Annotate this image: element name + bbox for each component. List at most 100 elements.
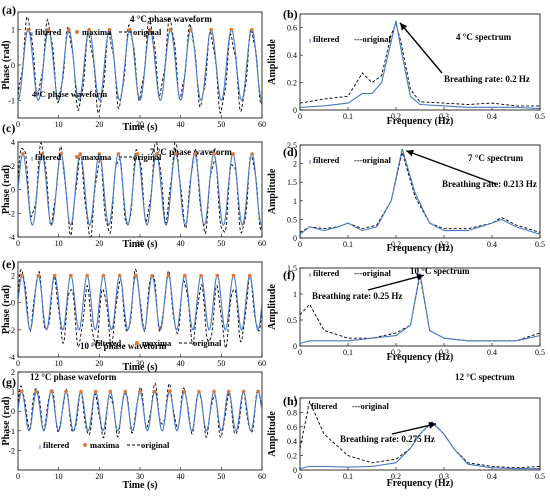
peak-arrow [405,150,497,185]
maxima-point [19,389,24,394]
x-tick-label: 0 [16,359,20,368]
x-tick-label: 0 [16,472,20,481]
panel-letter: (a) [2,3,16,17]
y-tick-label: 0.4 [287,51,297,60]
panel-title: 10 °C phase waveform [80,341,167,351]
panel-title: 7 °C spectrum [468,153,524,163]
legend-original-text: original [363,155,392,165]
y-tick-label: 0 [11,61,15,70]
legend-maxima-label: maxima [82,27,112,37]
filtered-series-line [300,421,540,470]
x-tick-label: 0.2 [391,112,401,121]
maxima-point [64,389,68,394]
x-tick-label: 0.5 [535,472,545,481]
y-tick-label: 2 [11,272,15,281]
x-tick-label: 30 [136,359,144,368]
maxima-point [226,389,231,394]
chart-panel-a: 0 10 20 30 40 50 60 -1 0 1 Time (s) Phase (rad) (a) 4… [1,3,266,133]
y-tick-label: 0.2 [287,452,297,461]
maxima-point [189,27,193,32]
y-tick-label: 1 [293,290,297,299]
x-tick-label: 50 [217,359,225,368]
legend-original-label: ---original [352,401,389,411]
legend-filtered-label: filtered [43,440,70,450]
breathing-rate-annotation: Breathing rate: 0.275 Hz [340,434,435,444]
y-tick-label: 2 [11,368,15,377]
y-tick-label: -2 [8,446,15,455]
maxima-point [93,389,98,394]
maxima-point [182,273,187,278]
legend-original-label: original [193,338,222,348]
y-tick-label: -2 [8,326,15,335]
original-series-line [18,268,262,349]
maxima-point [199,273,203,278]
x-tick-label: 40 [177,239,185,248]
x-tick-label: 0.4 [487,348,497,357]
x-tick-label: 10 [55,472,63,481]
plot-frame [299,397,541,471]
x-tick-label: 0.5 [535,240,545,249]
legend-filtered-label: filtered [313,268,340,278]
x-tick-label: 20 [95,120,103,129]
maxima-point [182,389,187,394]
x-tick-label: 0 [16,120,20,129]
x-axis-label: Time (s) [122,239,157,250]
y-tick-label: 1.5 [287,264,297,273]
chart-panel-h: 0 0.1 0.2 0.3 0.4 0.5 0 0.2 0.4 0.6 0.8 1 Frequency … [267,372,545,489]
maxima-point [78,152,83,156]
x-tick-label: 50 [217,472,225,481]
maxima-point [26,27,30,32]
maxima-point [107,27,112,32]
y-tick-label: 1 [11,26,15,35]
maxima-point [116,152,121,156]
x-tick-label: 0.1 [343,348,353,357]
y-tick-label: 0 [293,234,297,243]
panel-title: 4 °C phase waveform [130,14,212,24]
y-tick-label: 2 [293,160,297,169]
y-axis-label: Amplitude [267,284,278,330]
x-tick-label: 40 [177,472,185,481]
y-axis-label: Phase (rad) [1,396,12,445]
x-tick-label: 60 [258,472,266,481]
x-tick-label: 0.3 [439,472,449,481]
maxima-point [34,389,39,394]
maxima-point [152,389,157,394]
chart-panel-g: 0 10 20 30 40 50 60 -2 -1 0 1 2 Time (s) Phase (rad) (… [1,368,266,491]
y-tick-label: 1 [293,197,297,206]
x-tick-label: 0.4 [487,112,497,121]
plot-area [300,148,540,235]
panel-title: 7 °C phase waveform [150,147,232,157]
legend-filtered-label: filtered [313,155,340,165]
maxima-point [135,152,140,156]
maxima-point [67,27,71,32]
maxima-point [154,152,159,156]
x-tick-label: 20 [95,239,103,248]
original-series-line [18,382,262,439]
maxima-point [215,273,220,278]
y-tick-label: 0.6 [287,24,297,33]
legend-maxima-swatch [75,155,79,159]
x-tick-label: 40 [177,120,185,129]
filtered-series-line [18,390,262,432]
y-tick-label: 0.6 [287,423,297,432]
maxima-point [52,273,57,278]
x-tick-label: 20 [95,472,103,481]
maxima-point [117,273,122,278]
y-axis-label: Phase (rad) [1,40,12,89]
x-tick-label: 0.2 [391,240,401,249]
plot-area [300,400,540,470]
x-tick-label: 50 [217,239,225,248]
x-tick-label: 0.5 [535,112,545,121]
legend-filtered-label: filtered [313,34,340,44]
maxima-point [231,152,235,156]
plot-frame [299,267,541,347]
maxima-point [173,152,178,156]
y-tick-label: -2 [8,209,15,218]
panel-title: 10 °C spectrum [410,266,470,276]
maxima-point [166,273,171,278]
maxima-point [193,152,197,156]
legend-maxima-label: maxima [142,338,172,348]
maxima-point [212,389,216,394]
legend-original-text: original [363,34,392,44]
